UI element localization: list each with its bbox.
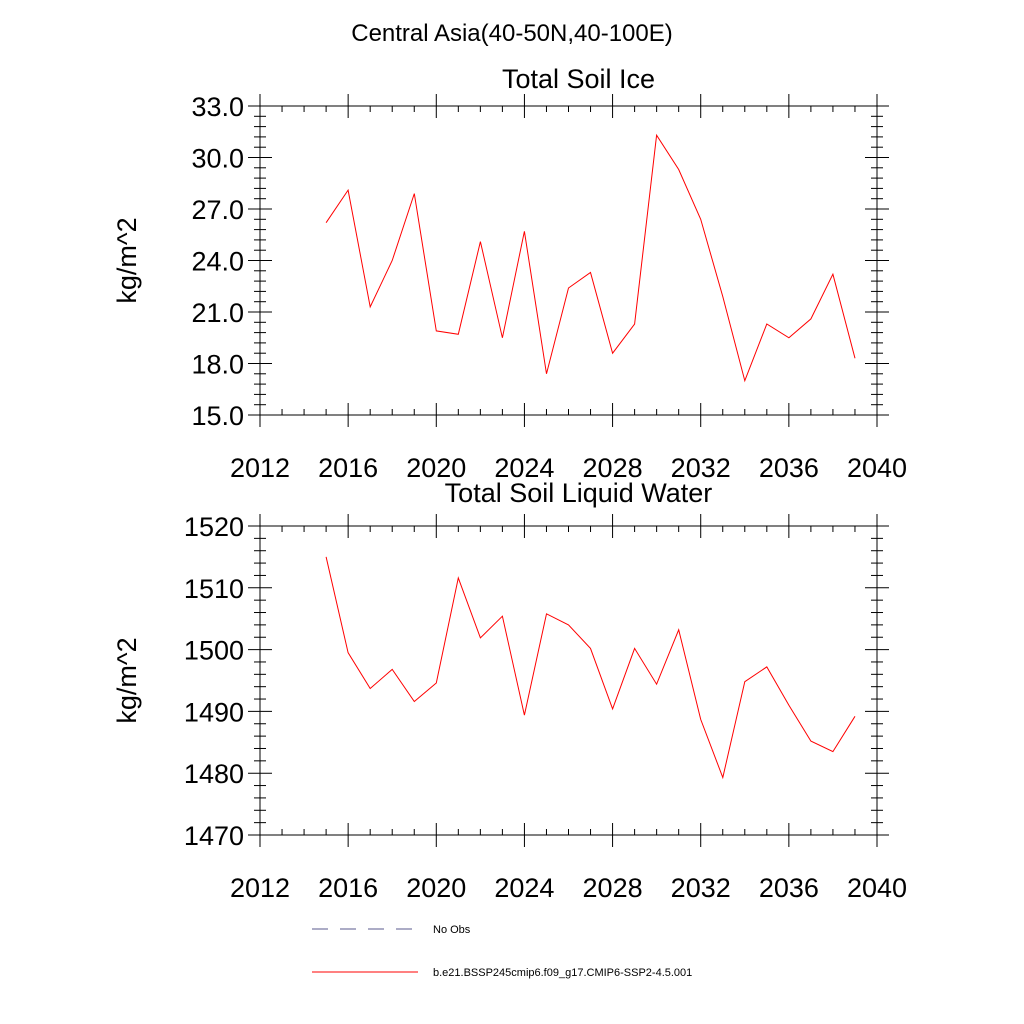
y-tick-label: 18.0 (191, 350, 244, 380)
y-tick-label: 21.0 (191, 298, 244, 328)
x-tick-label: 2028 (583, 873, 643, 903)
x-tick-label: 2032 (671, 873, 731, 903)
x-tick-label: 2016 (318, 873, 378, 903)
y-tick-label: 24.0 (191, 247, 244, 277)
y-axis-label: kg/m^2 (112, 217, 142, 303)
legend-label: No Obs (433, 924, 471, 936)
panel-2: Total Soil Liquid Water 1470 1480 1490 1500 1… (112, 478, 907, 903)
panel-title: Total Soil Liquid Water (445, 478, 713, 508)
x-tick-label: 2028 (583, 453, 643, 483)
y-tick-label: 1510 (184, 574, 244, 604)
y-tick-label: 33.0 (191, 92, 244, 122)
series-line (325, 556, 856, 780)
x-tick-label: 2032 (671, 453, 731, 483)
legend-label: b.e21.BSSP245cmip6.f09_g17.CMIP6-SSP2-4.… (433, 967, 692, 979)
x-tick-label: 2024 (494, 873, 554, 903)
y-tick-label: 1520 (184, 512, 244, 542)
y-tick-label: 15.0 (191, 401, 244, 431)
y-axis-label: kg/m^2 (112, 637, 142, 723)
x-tick-label: 2016 (318, 453, 378, 483)
x-tick-label: 2040 (847, 453, 907, 483)
chart-legend: No Obs b.e21.BSSP245cmip6.f09_g17.CMIP6-S… (312, 924, 692, 979)
x-tick-label: 2024 (494, 453, 554, 483)
panel-1: Total Soil Ice 15.0 18.0 21.0 24.0 27.0 30.0 33… (112, 64, 907, 483)
x-tick-label: 2012 (230, 873, 290, 903)
y-tick-label: 1490 (184, 697, 244, 727)
chart-panels: Total Soil Ice 15.0 18.0 21.0 24.0 27.0 30.0 33… (112, 64, 907, 903)
x-tick-label: 2040 (847, 873, 907, 903)
plot-frame (259, 525, 878, 836)
y-tick-label: 1470 (184, 821, 244, 851)
x-tick-label: 2036 (759, 873, 819, 903)
y-tick-label: 27.0 (191, 195, 244, 225)
y-tick-label: 1500 (184, 636, 244, 666)
panel-title: Total Soil Ice (502, 64, 655, 94)
series-line (325, 133, 856, 383)
y-tick-label: 1480 (184, 759, 244, 789)
x-tick-label: 2012 (230, 453, 290, 483)
x-tick-label: 2036 (759, 453, 819, 483)
plot-frame (259, 105, 878, 416)
figure-suptitle: Central Asia(40-50N,40-100E) (351, 20, 673, 47)
x-tick-label: 2020 (406, 873, 466, 903)
x-tick-label: 2020 (406, 453, 466, 483)
y-tick-label: 30.0 (191, 144, 244, 174)
